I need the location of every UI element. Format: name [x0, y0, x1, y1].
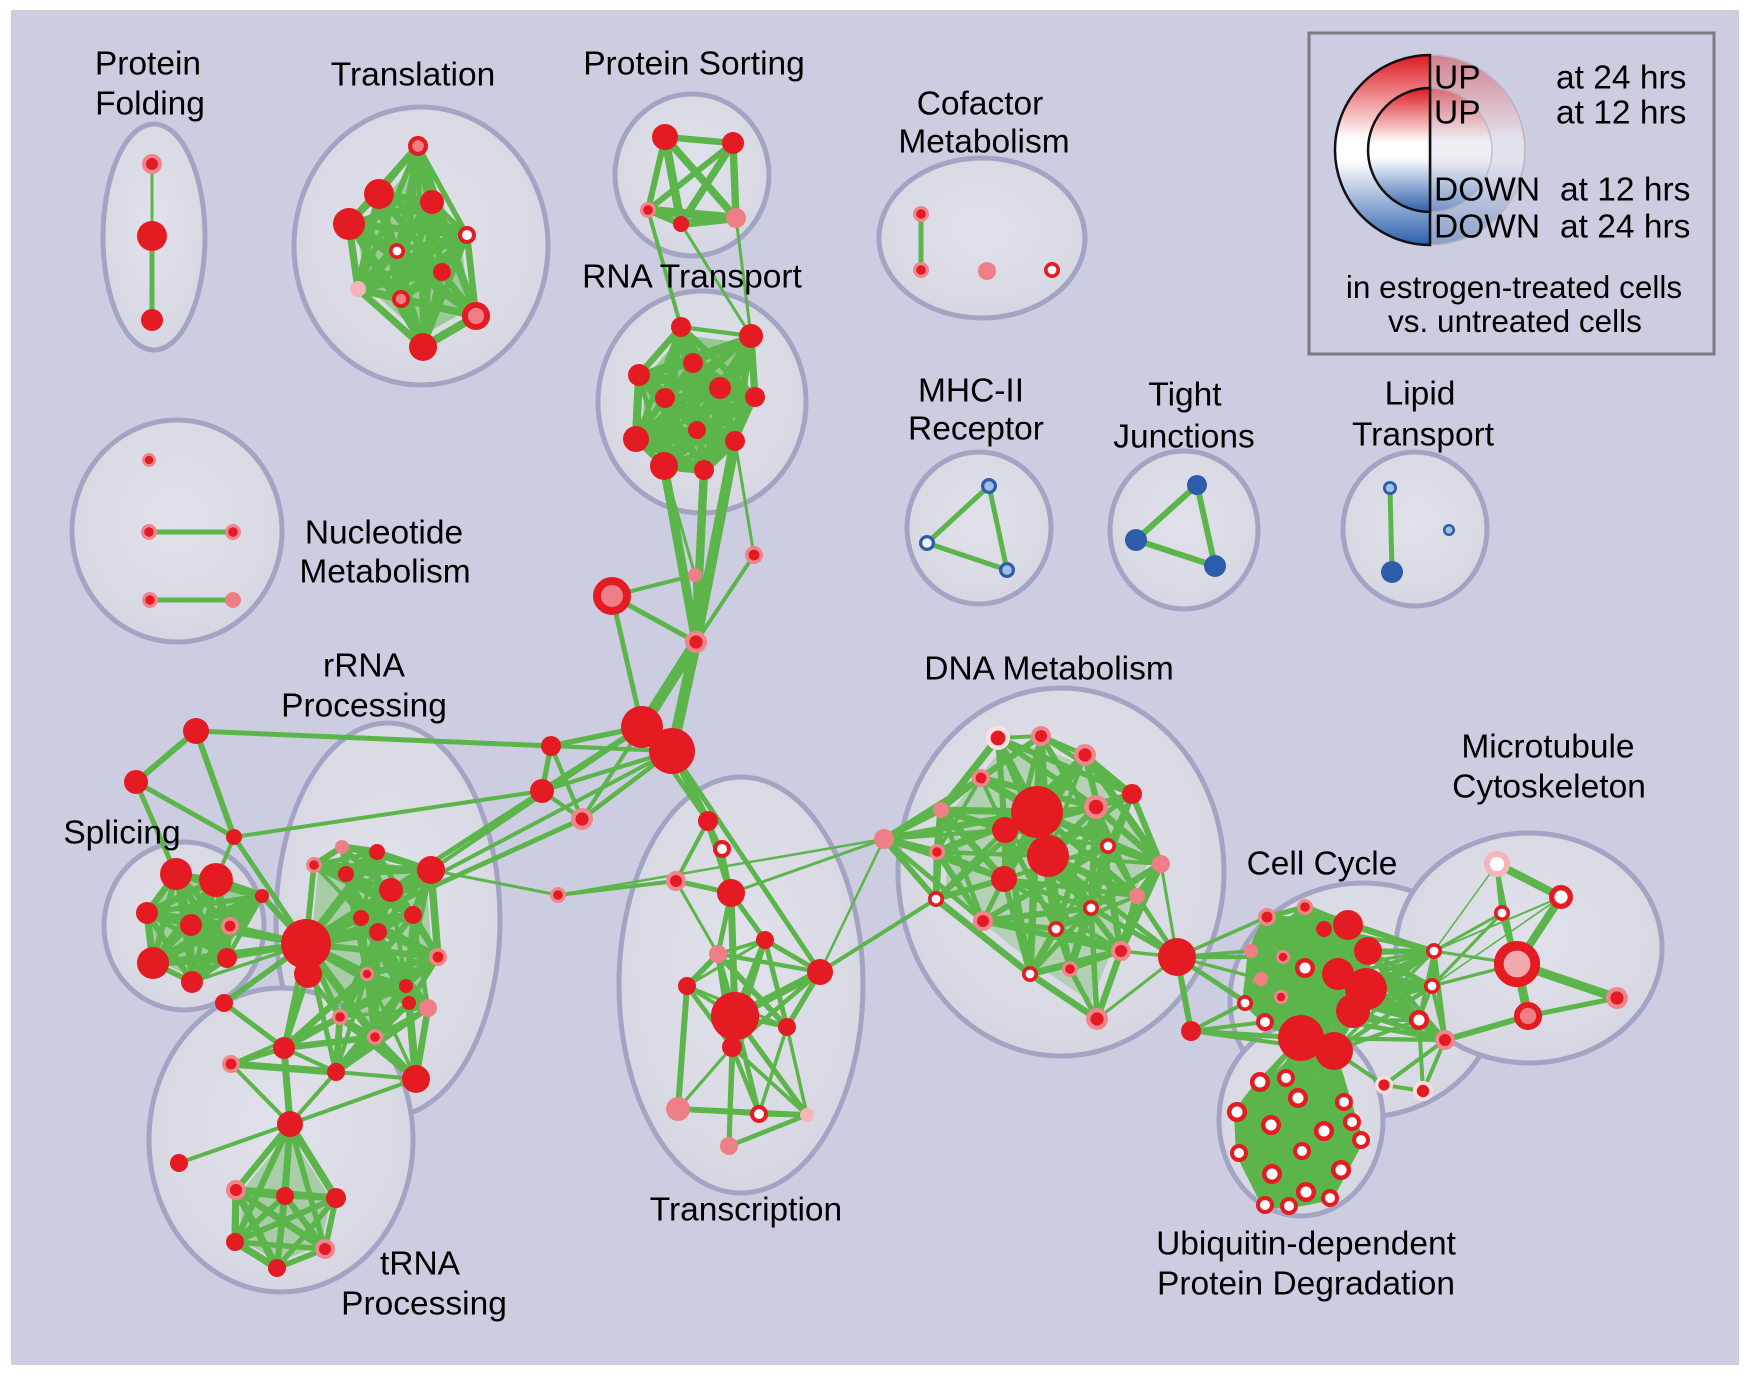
- svg-text:in estrogen-treated cells: in estrogen-treated cells: [1346, 269, 1682, 305]
- svg-text:Processing: Processing: [341, 1286, 507, 1323]
- svg-text:vs. untreated cells: vs. untreated cells: [1388, 303, 1642, 339]
- svg-text:Nucleotide: Nucleotide: [305, 515, 463, 552]
- svg-text:DOWN: DOWN: [1434, 172, 1540, 209]
- svg-text:Protein: Protein: [95, 46, 201, 83]
- svg-text:Protein Sorting: Protein Sorting: [583, 46, 805, 83]
- svg-text:Processing: Processing: [281, 688, 447, 725]
- svg-text:Folding: Folding: [95, 86, 205, 123]
- svg-text:UP: UP: [1434, 60, 1481, 97]
- svg-text:Splicing: Splicing: [63, 815, 180, 852]
- svg-text:at 24 hrs: at 24 hrs: [1560, 209, 1690, 246]
- svg-text:Translation: Translation: [331, 57, 495, 94]
- svg-text:Tight: Tight: [1148, 377, 1222, 414]
- svg-text:UP: UP: [1434, 95, 1481, 132]
- svg-text:Junctions: Junctions: [1113, 419, 1255, 456]
- svg-text:at 12 hrs: at 12 hrs: [1560, 172, 1690, 209]
- svg-text:Microtubule: Microtubule: [1461, 729, 1634, 766]
- svg-text:DNA Metabolism: DNA Metabolism: [924, 651, 1173, 688]
- svg-text:Lipid: Lipid: [1385, 376, 1456, 413]
- svg-text:Ubiquitin-dependent: Ubiquitin-dependent: [1156, 1226, 1457, 1263]
- svg-text:Metabolism: Metabolism: [299, 554, 470, 591]
- svg-text:Transport: Transport: [1352, 417, 1495, 454]
- svg-text:DOWN: DOWN: [1434, 209, 1540, 246]
- svg-text:Cofactor: Cofactor: [917, 86, 1044, 123]
- svg-text:Receptor: Receptor: [908, 411, 1044, 448]
- svg-text:at 24 hrs: at 24 hrs: [1556, 60, 1686, 97]
- svg-text:Protein Degradation: Protein Degradation: [1157, 1266, 1455, 1303]
- svg-text:Transcription: Transcription: [650, 1192, 842, 1229]
- svg-text:Metabolism: Metabolism: [898, 124, 1069, 161]
- svg-text:Cell Cycle: Cell Cycle: [1247, 846, 1398, 883]
- svg-text:tRNA: tRNA: [380, 1246, 461, 1283]
- svg-text:at 12 hrs: at 12 hrs: [1556, 95, 1686, 132]
- svg-text:Cytoskeleton: Cytoskeleton: [1452, 769, 1646, 806]
- svg-text:MHC-II: MHC-II: [918, 373, 1024, 410]
- svg-text:RNA Transport: RNA Transport: [582, 259, 802, 296]
- svg-text:rRNA: rRNA: [323, 648, 406, 685]
